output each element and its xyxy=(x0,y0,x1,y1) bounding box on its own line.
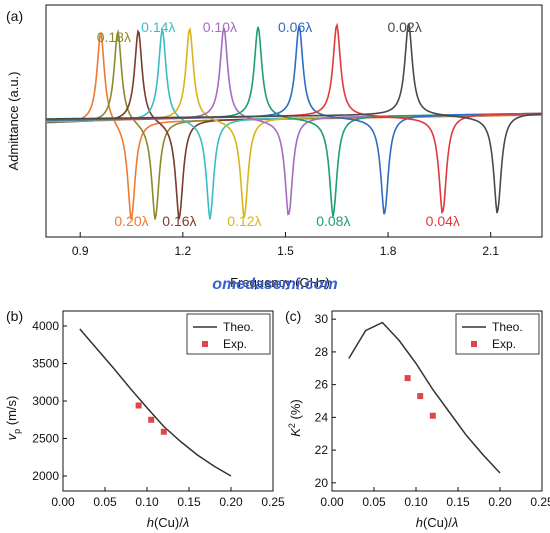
panel-a-x-axis-title: Frequency (GHz) xyxy=(230,275,330,290)
panel-c: (c) 0.00 0.05 0.10 0.15 0.20 0.25 20 22 24 26 28 30… xyxy=(285,308,550,530)
panel-b-tag: (b) xyxy=(6,308,23,324)
peak-label: 0.12λ xyxy=(227,213,261,229)
panel-b-x-tick-label: 0.25 xyxy=(261,495,285,509)
panel-b-x-tick-label: 0.15 xyxy=(177,495,201,509)
panel-c-y-tick-label: 26 xyxy=(315,378,329,392)
panel-a: (a) 0.20λ0.18λ0.16λ0.14λ0.12λ0.10λ0.08λ0… xyxy=(6,4,543,293)
panel-b-x-tick-label: 0.20 xyxy=(219,495,243,509)
panel-b-y-tick-label: 2000 xyxy=(32,469,59,483)
panel-b-legend-box xyxy=(186,313,271,355)
peak-label: 0.14λ xyxy=(141,19,175,35)
peak-label: 0.02λ xyxy=(387,19,421,35)
panel-b-legend: Theo. Exp. xyxy=(186,313,271,355)
panel-b-y-axis-title: vp (m/s) xyxy=(4,396,22,441)
peak-label: 0.06λ xyxy=(278,19,312,35)
panel-c-theory-line xyxy=(348,321,501,474)
panel-b-exp-point xyxy=(160,428,167,435)
panel-b-y-tick-label: 2500 xyxy=(32,432,59,446)
panel-c-y-axis-title: K2 (%) xyxy=(287,399,303,437)
panel-b-y-tick-label: 4000 xyxy=(32,319,59,333)
panel-a-x-ticks: 0.9 1.2 1.5 1.8 2.1 xyxy=(72,232,499,258)
panel-b-legend-label: Theo. xyxy=(223,320,254,334)
panel-a-tag: (a) xyxy=(6,8,23,24)
panel-c-y-tick-label: 20 xyxy=(315,476,329,490)
panel-c-legend-marker-swatch xyxy=(471,341,477,347)
panel-b-x-tick-label: 0.00 xyxy=(51,495,75,509)
panel-c-y-tick-label: 28 xyxy=(315,345,329,359)
panel-c-legend-label: Exp. xyxy=(492,337,516,351)
peak-label: 0.08λ xyxy=(316,213,350,229)
panel-b: (b) 0.00 0.05 0.10 0.15 0.20 0.25 2000 2500 3000… xyxy=(4,308,285,530)
panel-c-x-tick-label: 0.25 xyxy=(530,495,550,509)
panel-c-x-tick-label: 0.05 xyxy=(362,495,386,509)
panel-c-y-tick-label: 22 xyxy=(315,443,329,457)
panel-c-frame xyxy=(331,310,543,492)
panel-c-exp-point xyxy=(429,412,436,419)
panel-c-exp-point xyxy=(417,393,424,400)
panel-a-x-tick-label: 2.1 xyxy=(482,244,499,258)
panel-c-y-tick-label: 24 xyxy=(315,410,329,424)
panel-a-x-tick-label: 1.2 xyxy=(174,244,191,258)
panel-a-y-axis-title: Admittance (a.u.) xyxy=(6,72,21,171)
panel-c-tag: (c) xyxy=(285,308,301,324)
panel-b-exp-point xyxy=(148,416,155,423)
panel-c-legend-box xyxy=(455,313,540,355)
panel-b-exp-point xyxy=(135,402,142,409)
panel-c-x-tick-label: 0.20 xyxy=(488,495,512,509)
panel-b-theory-line xyxy=(79,328,232,477)
watermark: omedasemi.com xyxy=(212,276,337,293)
panel-a-x-tick-label: 0.9 xyxy=(72,244,89,258)
panel-c-legend: Theo. Exp. xyxy=(455,313,540,355)
peak-label: 0.18λ xyxy=(97,29,131,45)
panel-c-x-axis-title: h(Cu)/λ xyxy=(416,515,459,530)
panel-c-ticks: 0.00 0.05 0.10 0.15 0.20 0.25 20 22 24 26 28 30 xyxy=(315,312,550,509)
panel-a-x-tick-label: 1.8 xyxy=(380,244,397,258)
peak-label: 0.16λ xyxy=(162,213,196,229)
peak-label: 0.04λ xyxy=(426,213,460,229)
panel-c-x-tick-label: 0.15 xyxy=(446,495,470,509)
panel-a-peak-labels: 0.20λ 0.18λ 0.16λ 0.14λ 0.12λ 0.10λ 0.08λ 0.06λ… xyxy=(97,19,460,229)
panel-c-x-tick-label: 0.10 xyxy=(404,495,428,509)
panel-b-y-tick-label: 3500 xyxy=(32,357,59,371)
panel-a-curves xyxy=(45,22,543,220)
panel-c-legend-label: Theo. xyxy=(492,320,523,334)
panel-b-y-tick-label: 3000 xyxy=(32,394,59,408)
panel-b-ticks: 0.00 0.05 0.10 0.15 0.20 0.25 2000 2500 3000 3500… xyxy=(32,319,285,509)
panel-a-x-tick-label: 1.5 xyxy=(277,244,294,258)
peak-label: 0.20λ xyxy=(114,213,148,229)
panel-b-x-tick-label: 0.05 xyxy=(93,495,117,509)
panel-b-x-tick-label: 0.10 xyxy=(135,495,159,509)
admittance-curve xyxy=(46,23,543,214)
panel-c-exp-point xyxy=(404,375,411,382)
panel-b-series xyxy=(79,328,232,477)
panel-b-x-axis-title: h(Cu)/λ xyxy=(147,515,190,530)
panel-b-legend-label: Exp. xyxy=(223,337,247,351)
admittance-curve xyxy=(46,28,542,220)
panel-c-x-tick-label: 0.00 xyxy=(320,495,344,509)
peak-label: 0.10λ xyxy=(203,19,237,35)
panel-b-legend-marker-swatch xyxy=(202,341,208,347)
panel-c-y-tick-label: 30 xyxy=(315,312,329,326)
panel-c-series xyxy=(348,321,501,474)
